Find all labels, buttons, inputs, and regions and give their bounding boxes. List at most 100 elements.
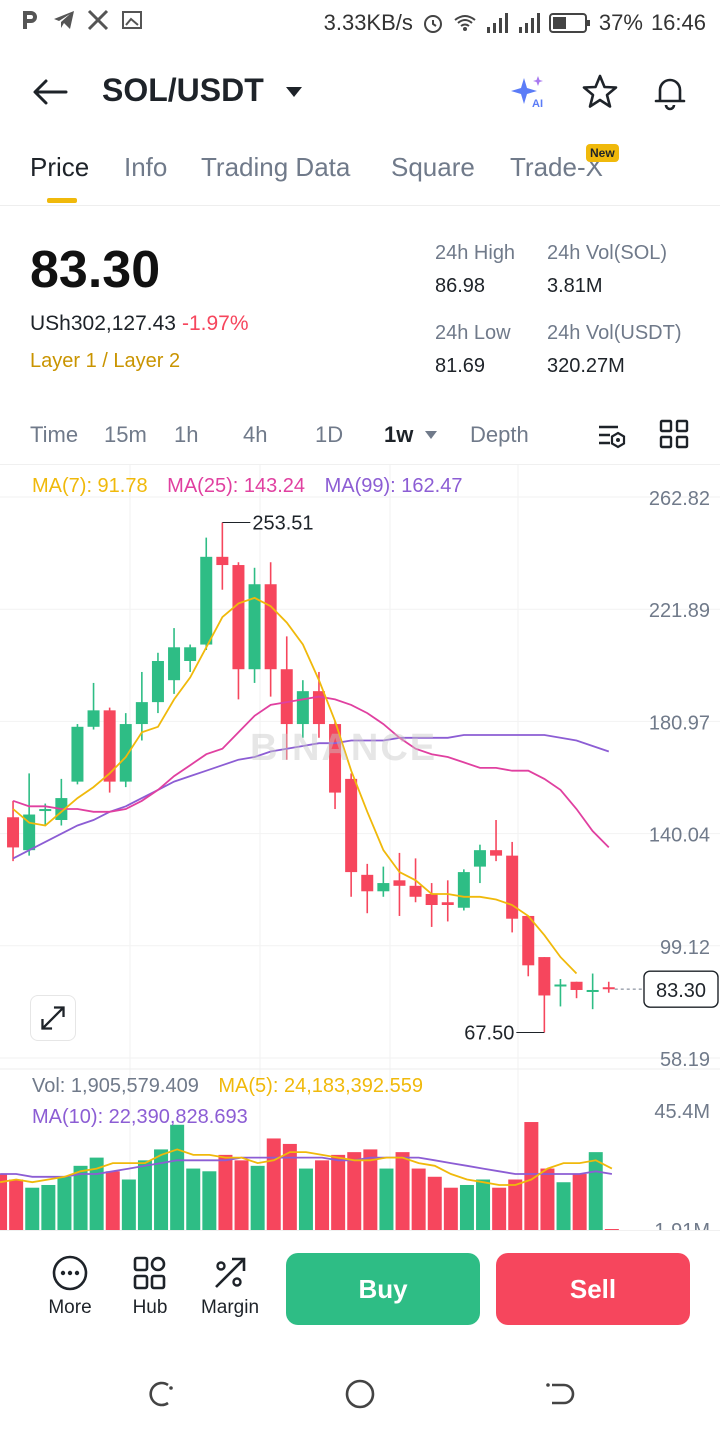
signal-icon	[486, 13, 508, 33]
fiat-price: USh302,127.43	[30, 312, 176, 335]
interval-depth[interactable]: Depth	[470, 422, 529, 447]
candle-body	[329, 724, 342, 793]
volume-ma10-legend: MA(10): 22,390,828.693	[32, 1106, 248, 1128]
candle-body	[586, 989, 599, 992]
interval-4h[interactable]: 4h	[243, 422, 268, 447]
status-bar: 3.33KB/s 37% 16:46	[0, 0, 720, 48]
candle-body	[71, 726, 84, 782]
interval-time[interactable]: Time	[30, 422, 79, 447]
volume-bar	[427, 1176, 442, 1231]
stat-value: 320.27M	[547, 355, 625, 377]
bottom-action-bar: More Hub Margin Buy Sell	[0, 1230, 720, 1340]
volume-bar	[508, 1179, 523, 1231]
volume-ma10-line	[0, 1156, 613, 1178]
margin-button[interactable]: Margin	[190, 1253, 270, 1319]
volume-bar	[25, 1187, 40, 1231]
volume-bar	[492, 1187, 507, 1231]
volume-bar	[170, 1124, 185, 1231]
candle-body	[473, 850, 486, 867]
stat-24h-high: 24h High 86.98	[435, 242, 515, 298]
header: SOL/USDT AI	[0, 60, 720, 124]
interval-1h[interactable]: 1h	[174, 422, 199, 447]
new-badge: New	[586, 144, 619, 162]
stat-value: 86.98	[435, 275, 486, 297]
candle-body	[87, 710, 100, 727]
tab-price[interactable]: Price	[30, 152, 90, 182]
volume-bar	[234, 1160, 249, 1231]
candlestick-chart[interactable]: 262.82 221.89 180.97 140.04 99.12 58.19 253.51…	[0, 464, 720, 1231]
ma25-legend: MA(25): 143.24	[167, 475, 306, 497]
candle-body	[457, 872, 470, 908]
candle-body	[103, 710, 116, 782]
price-axis-label: 262.82	[649, 488, 710, 510]
volume-bar	[137, 1160, 152, 1231]
favorite-star-icon[interactable]	[580, 72, 620, 112]
volume-axis-label: 45.4M	[654, 1101, 710, 1123]
chevron-down-icon[interactable]	[424, 430, 438, 440]
candle-body	[538, 957, 551, 996]
more-button[interactable]: More	[30, 1253, 110, 1319]
recent-apps-icon[interactable]	[142, 1376, 178, 1412]
image-notification-icon	[122, 11, 142, 29]
volume-bar	[395, 1152, 410, 1231]
stat-24h-vol-usdt: 24h Vol(USDT) 320.27M	[547, 322, 682, 378]
volume-bar	[250, 1165, 265, 1231]
ma25-line	[12, 695, 610, 849]
signal-icon-2	[518, 13, 540, 33]
buy-button[interactable]: Buy	[286, 1253, 480, 1325]
home-icon[interactable]	[342, 1376, 378, 1412]
stat-label: 24h Vol(SOL)	[547, 242, 668, 264]
candle-body	[264, 584, 277, 670]
ai-sparkle-icon[interactable]: AI	[508, 74, 548, 110]
interval-1d[interactable]: 1D	[315, 422, 344, 447]
volume-bar	[266, 1138, 281, 1231]
back-nav-icon[interactable]	[542, 1376, 578, 1412]
candle-body	[248, 584, 261, 670]
candle-body	[522, 915, 535, 966]
tab-square[interactable]: Square	[391, 152, 475, 182]
stat-label: 24h Vol(USDT)	[547, 322, 682, 344]
expand-chart-icon[interactable]	[30, 995, 76, 1041]
alarm-icon	[423, 15, 442, 33]
system-navigation-bar	[0, 1340, 720, 1440]
stat-value: 81.69	[435, 355, 486, 377]
last-price-tag: 83.30	[656, 980, 706, 1002]
candle-body	[232, 565, 245, 670]
price-axis-label: 221.89	[649, 600, 710, 622]
hub-grid-icon	[133, 1256, 166, 1290]
hub-button[interactable]: Hub	[110, 1253, 190, 1319]
tab-bar: Price Info Trading Data Square Trade-X N…	[0, 140, 720, 206]
interval-selector: Time 15m 1h 4h 1D 1w Depth	[0, 416, 720, 456]
candle-body	[119, 724, 132, 782]
chart-settings-icon[interactable]	[596, 420, 628, 452]
volume-bar	[186, 1168, 201, 1231]
volume-label: Vol: 1,905,579.409	[32, 1075, 199, 1097]
volume-bar	[540, 1168, 555, 1231]
category-tag[interactable]: Layer 1 / Layer 2	[30, 350, 181, 372]
back-arrow-icon[interactable]	[30, 74, 70, 110]
interval-15m[interactable]: 15m	[104, 422, 147, 447]
chart-canvas[interactable]: 262.82 221.89 180.97 140.04 99.12 58.19 253.51…	[0, 465, 720, 1231]
chevron-down-icon[interactable]	[284, 84, 304, 100]
candle-body	[377, 883, 390, 892]
candle-body	[7, 817, 20, 848]
tab-trading-data[interactable]: Trading Data	[201, 152, 351, 182]
volume-bar	[347, 1152, 362, 1231]
battery-percent: 37%	[598, 10, 643, 35]
hub-label: Hub	[132, 1297, 168, 1318]
candle-body	[135, 702, 148, 725]
grid-layout-icon[interactable]	[658, 418, 690, 450]
ma7-legend: MA(7): 91.78	[32, 475, 148, 497]
sell-button[interactable]: Sell	[496, 1253, 690, 1325]
stat-label: 24h Low	[435, 322, 511, 344]
candle-body	[280, 669, 293, 725]
pair-title[interactable]: SOL/USDT	[102, 72, 264, 108]
bell-icon[interactable]	[650, 72, 690, 112]
volume-bar	[588, 1152, 603, 1231]
volume-bar	[41, 1184, 56, 1231]
volume-bar	[89, 1157, 104, 1231]
volume-bar	[524, 1122, 539, 1231]
volume-bar	[121, 1179, 136, 1231]
tab-info[interactable]: Info	[124, 152, 168, 182]
interval-1w[interactable]: 1w	[384, 422, 414, 447]
